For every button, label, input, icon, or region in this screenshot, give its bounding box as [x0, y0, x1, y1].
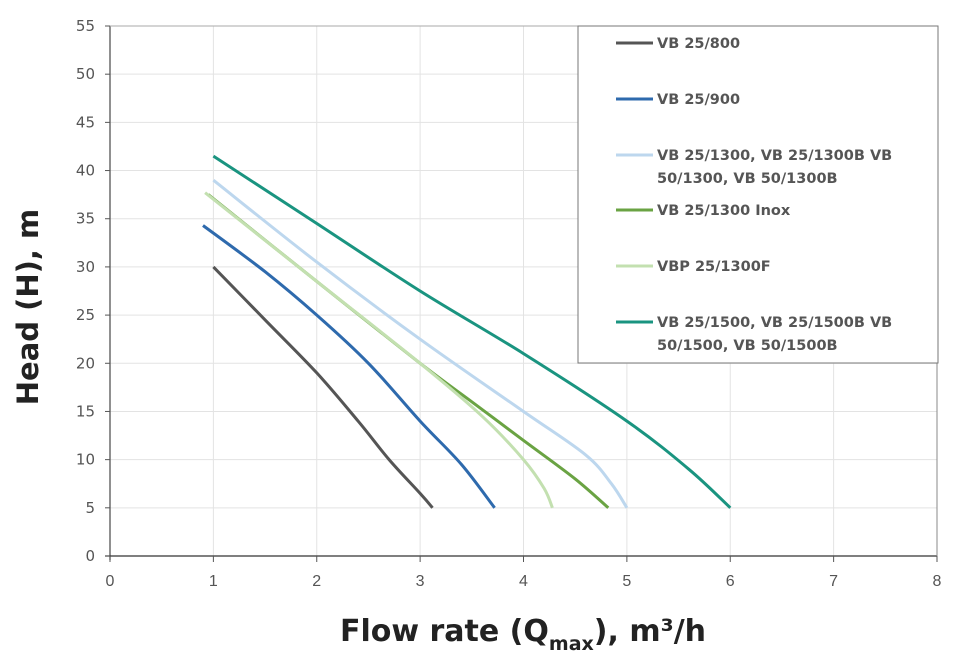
- series-line-3: [212, 179, 629, 509]
- x-tick-label: 1: [209, 573, 218, 590]
- legend-box: [577, 25, 939, 364]
- legend-label: VB 25/1300 Inox: [657, 203, 791, 219]
- legend-label: 50/1300, VB 50/1300B: [657, 171, 838, 187]
- legend-label: VBP 25/1300F: [657, 259, 771, 275]
- y-tick-label: 50: [76, 65, 95, 83]
- y-tick-label: 20: [76, 354, 95, 372]
- y-tick-label: 25: [76, 306, 95, 324]
- series-layer: [202, 154, 732, 509]
- y-tick-label: 45: [76, 113, 95, 131]
- x-axis-title-sub: max: [549, 633, 594, 655]
- x-axis-title: Flow rate (Qmax), m³/h: [340, 614, 706, 655]
- series-line-1: [212, 265, 434, 509]
- x-tick-label: 7: [829, 573, 838, 590]
- y-tick-label: 55: [76, 17, 95, 35]
- legend-label: 50/1500, VB 50/1500B: [657, 338, 838, 354]
- y-tick-label: 10: [76, 451, 95, 469]
- x-tick-label: 6: [726, 573, 735, 590]
- y-tick-label: 35: [76, 210, 95, 228]
- series-line-2: [202, 224, 496, 509]
- x-tick-label: 2: [312, 573, 321, 590]
- y-axis-title: Head (H), m: [11, 209, 45, 405]
- legend-label: VB 25/900: [657, 92, 740, 108]
- x-tick-label: 0: [106, 573, 115, 590]
- y-tick-label: 40: [76, 162, 95, 180]
- x-tick-label: 3: [416, 573, 425, 590]
- x-axis-title-tail: ), m³/h: [594, 614, 706, 649]
- series-line-6: [212, 154, 732, 509]
- series-line-5: [204, 191, 554, 509]
- legend-label: VB 25/1300, VB 25/1300B VB: [657, 148, 892, 164]
- legend-label: VB 25/800: [657, 36, 740, 52]
- y-tick-label: 5: [85, 499, 95, 517]
- x-tick-label: 5: [622, 573, 631, 590]
- x-tick-label: 4: [519, 573, 528, 590]
- y-tick-label: 30: [76, 258, 95, 276]
- legend: VB 25/800 VB 25/900 VB 25/1300, VB 25/1300…: [577, 25, 939, 364]
- x-tick-label: 8: [933, 573, 942, 590]
- y-tick-label: 0: [85, 547, 95, 565]
- legend-label: VB 25/1500, VB 25/1500B VB: [657, 315, 892, 331]
- x-axis-title-main: Flow rate (Q: [340, 614, 549, 649]
- y-tick-label: 15: [76, 402, 95, 420]
